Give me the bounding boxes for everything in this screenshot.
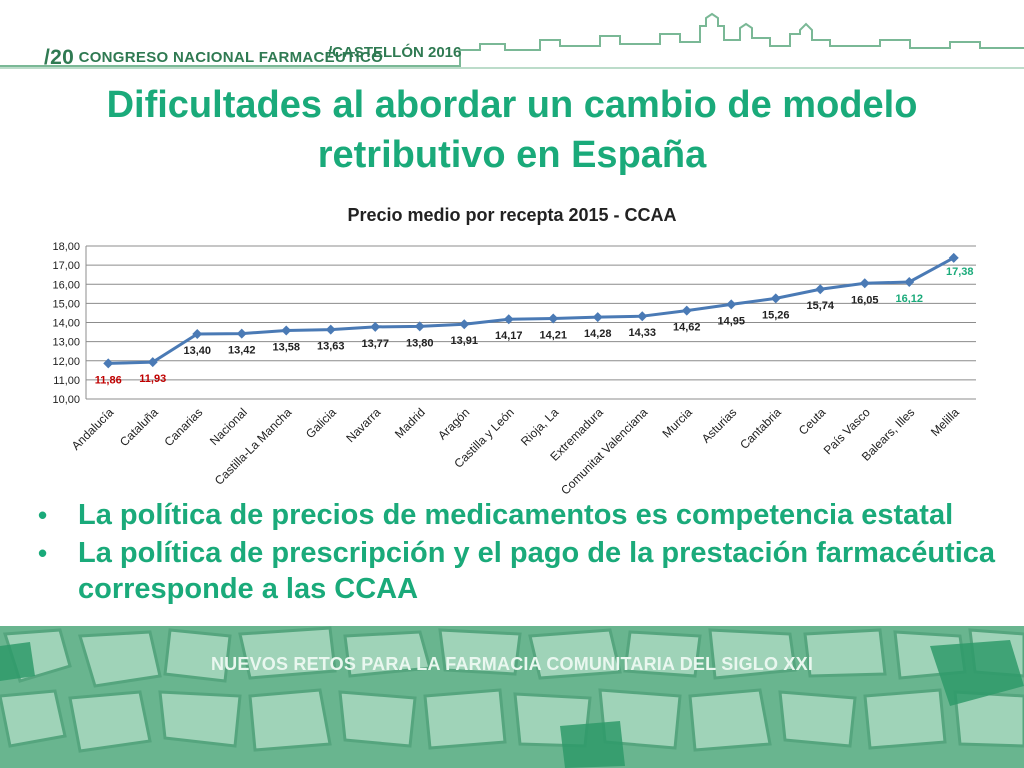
data-point [592, 312, 603, 323]
chart-grid [86, 245, 976, 400]
x-category-label: Cantabria [737, 405, 784, 452]
y-tick-label: 13,00 [52, 337, 80, 349]
x-axis: Andalucía Cataluña Canarias NacionalCastill… [69, 405, 962, 495]
x-category-label: Nacional [207, 405, 250, 448]
data-label: 13,63 [317, 341, 345, 353]
data-point [147, 357, 158, 368]
congress-city: /CASTELLÓN 2016 [328, 44, 462, 61]
x-category-label: Canarias [162, 405, 206, 449]
x-category-label: Aragón [435, 405, 472, 442]
city-skyline-graphic [0, 12, 1024, 69]
data-label: 15,26 [762, 309, 790, 321]
x-category-label: Asturias [699, 405, 740, 446]
data-label: 15,74 [806, 300, 834, 312]
congress-text: CONGRESO NACIONAL FARMACÉUTICO [78, 49, 384, 66]
y-tick-label: 11,00 [53, 375, 80, 387]
data-labels: 11,86 11,93 13,40 13,42 13,58 13,63 13,77 13,80… [95, 266, 974, 387]
data-point [192, 328, 203, 339]
data-point [414, 321, 425, 332]
data-label: 13,91 [450, 335, 478, 347]
x-category-label: Navarra [343, 405, 383, 445]
x-category-label: Ceuta [796, 405, 829, 438]
congress-number: /20 [44, 46, 75, 69]
bullet-dot-icon: • [38, 538, 48, 568]
y-tick-label: 15,00 [52, 298, 80, 310]
data-label: 14,95 [717, 315, 745, 327]
data-point [637, 311, 648, 322]
data-point [236, 328, 247, 339]
title-line-1: Dificultades al abordar un cambio de mod… [106, 84, 918, 126]
data-point [103, 358, 114, 369]
x-category-label: Cataluña [117, 405, 161, 449]
y-axis: 10,00 11,00 12,00 13,00 14,00 15,00 16,00 17,00… [52, 241, 87, 406]
data-point [815, 284, 826, 295]
data-label: 16,12 [895, 293, 923, 305]
congress-label: /20 CONGRESO NACIONAL FARMACÉUTICO [44, 44, 384, 69]
data-label: 16,05 [851, 294, 879, 306]
data-label: 11,93 [139, 373, 166, 385]
series-line [108, 256, 955, 365]
chart-title: Precio medio por recepta 2015 - CCAA [347, 205, 676, 225]
x-category-label: Galicia [303, 405, 339, 441]
x-category-label: Melilla [928, 405, 962, 439]
data-point [548, 313, 559, 324]
x-category-label: Andalucía [69, 405, 117, 453]
y-tick-label: 16,00 [52, 279, 80, 291]
data-label: 13,80 [406, 337, 434, 349]
x-category-label: Rioja, La [518, 405, 562, 449]
page-title: Dificultades al abordar un cambio de mod… [40, 80, 984, 180]
y-tick-label: 18,00 [52, 241, 80, 253]
data-point [459, 319, 470, 330]
data-label: 13,40 [183, 345, 211, 357]
series-points [103, 252, 959, 369]
data-point [859, 278, 870, 289]
data-point [726, 299, 737, 310]
footer-text: NUEVOS RETOS PARA LA FARMACIA COMUNITARI… [210, 654, 814, 674]
x-category-label: Comunitat Valenciana [558, 405, 651, 495]
x-category-label: Murcia [660, 405, 696, 441]
series-polyline [108, 256, 955, 365]
data-point [948, 252, 959, 263]
price-line-chart: Precio medio por recepta 2015 - CCAA 10,… [52, 205, 976, 495]
data-label: 14,17 [495, 330, 523, 342]
data-label: 14,33 [628, 327, 656, 339]
data-label: 14,62 [673, 322, 701, 334]
data-label: 11,86 [95, 374, 122, 386]
y-tick-label: 12,00 [52, 356, 80, 368]
data-label: 13,58 [272, 342, 300, 354]
x-category-label: Madrid [392, 405, 428, 441]
title-line-2: retributivo en España [317, 134, 707, 176]
header: /20 CONGRESO NACIONAL FARMACÉUTICO /CAST… [0, 0, 1024, 72]
y-tick-label: 10,00 [52, 394, 80, 406]
data-label: 13,77 [361, 338, 389, 350]
bullet-text-1: La política de precios de medicamentos e… [78, 499, 954, 531]
bullet-list: • La política de precios de medicamentos… [34, 497, 1009, 609]
data-point [681, 305, 692, 316]
data-point [281, 325, 292, 336]
data-label: 17,38 [946, 266, 974, 278]
x-category-label: Castilla-La Mancha [212, 405, 295, 488]
data-point [370, 321, 381, 332]
bullet-item-2: • La política de prescripción y el pago … [34, 535, 1009, 607]
data-point [325, 324, 336, 335]
bullet-item-1: • La política de precios de medicamentos… [34, 497, 1009, 533]
data-point [904, 276, 915, 287]
y-tick-label: 17,00 [52, 260, 80, 272]
data-label: 14,21 [539, 329, 567, 341]
bullet-dot-icon: • [38, 500, 48, 530]
mosaic-pattern-graphic [0, 626, 1024, 768]
footer-banner: NUEVOS RETOS PARA LA FARMACIA COMUNITARI… [0, 626, 1024, 768]
data-point [770, 293, 781, 304]
y-tick-label: 14,00 [52, 318, 80, 330]
data-label: 13,42 [228, 345, 256, 357]
bullet-text-2: La política de prescripción y el pago de… [78, 537, 996, 605]
data-label: 14,28 [584, 328, 612, 340]
data-point [503, 314, 514, 325]
